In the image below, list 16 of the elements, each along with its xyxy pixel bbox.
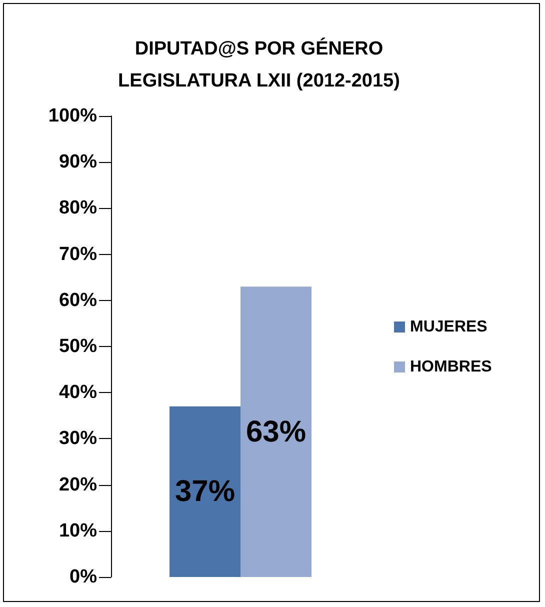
y-tick-label: 80%	[58, 198, 98, 219]
legend-label: MUJERES	[410, 318, 488, 336]
y-tick-label: 0%	[70, 566, 98, 588]
chart-title: DIPUTAD@S POR GÉNERO LEGISLATURA LXII (2012-2015)	[118, 38, 400, 92]
y-tick-label: 70%	[58, 244, 98, 265]
y-tick-label: 50%	[58, 336, 98, 357]
data-label: 37%	[174, 475, 236, 508]
y-tick-label: 20%	[58, 474, 98, 496]
legend-label: HOMBRES	[410, 358, 492, 376]
y-tick-label: 30%	[58, 428, 98, 450]
y-tick-label: 100%	[48, 106, 98, 126]
data-label: 63%	[246, 415, 306, 448]
y-tick-label: 90%	[58, 152, 98, 173]
y-tick-label: 60%	[58, 290, 98, 311]
y-tick-label: 10%	[58, 520, 98, 542]
y-tick-label: 40%	[58, 382, 98, 404]
